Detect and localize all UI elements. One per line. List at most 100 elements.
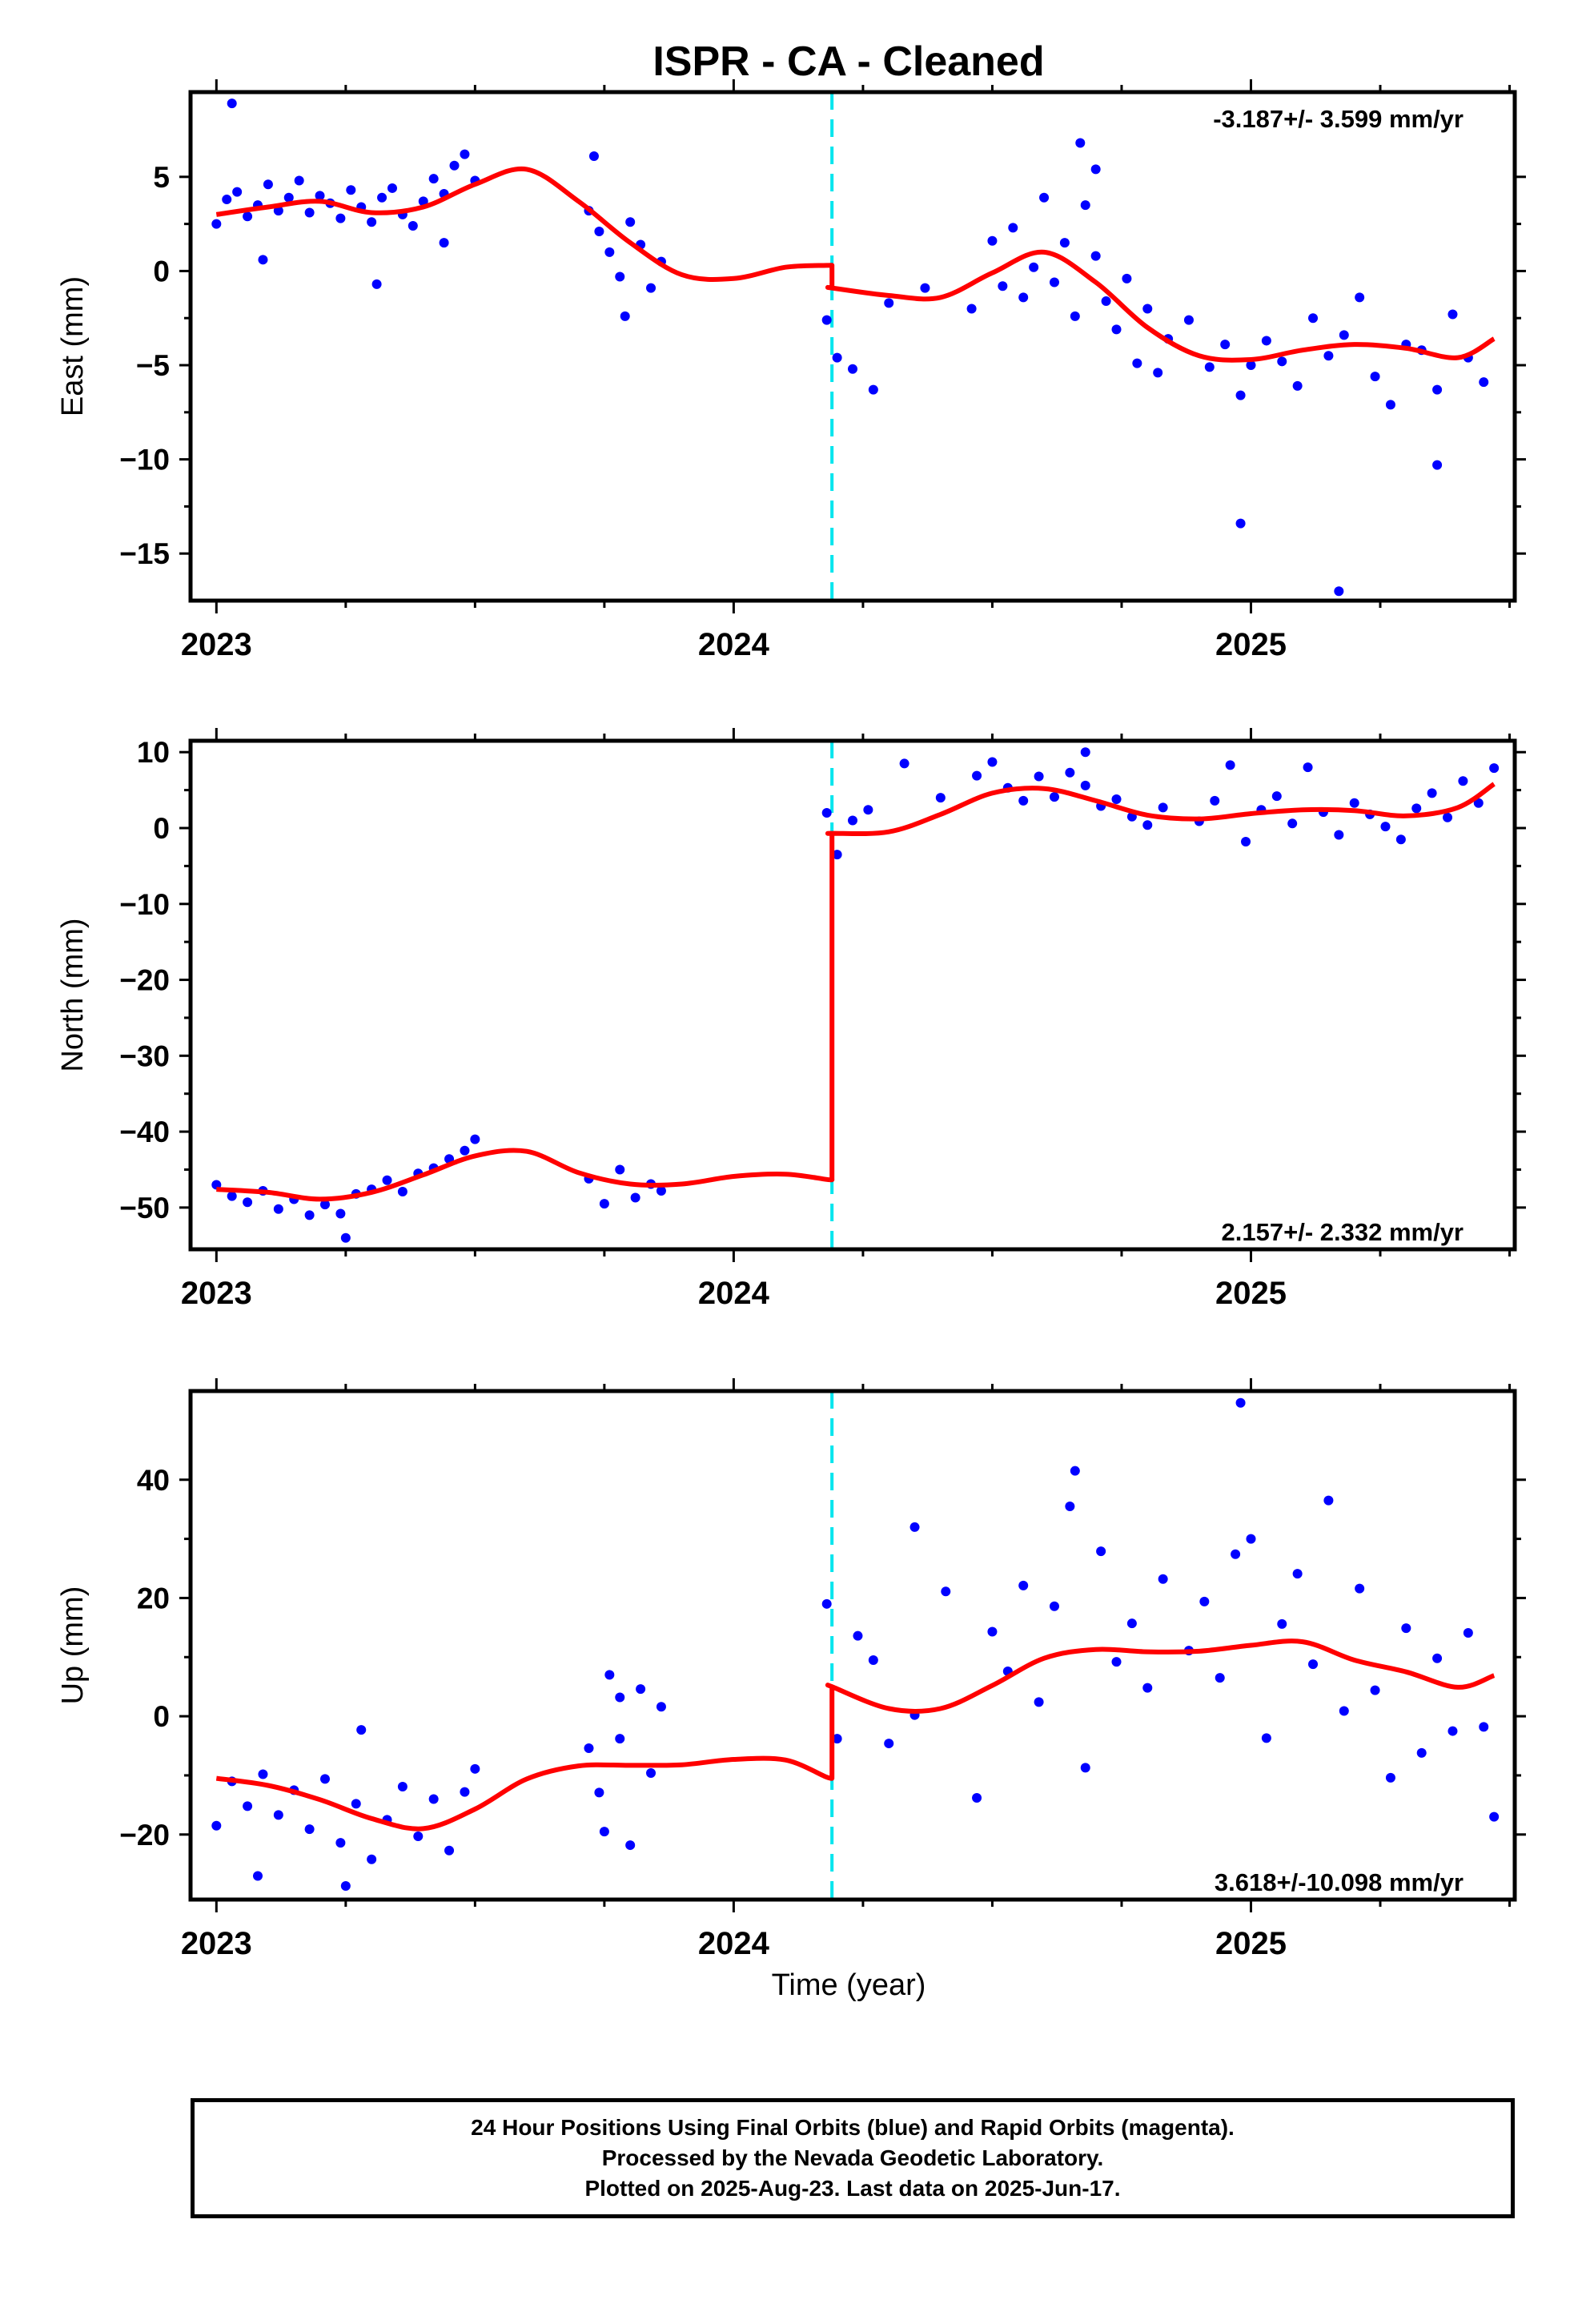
data-point bbox=[1339, 330, 1349, 340]
data-point bbox=[1049, 1601, 1059, 1611]
x-tick-label: 2024 bbox=[698, 1276, 770, 1311]
y-tick-label: −40 bbox=[119, 1116, 170, 1148]
data-point bbox=[868, 1655, 878, 1665]
data-point bbox=[304, 1210, 315, 1220]
data-point bbox=[821, 315, 832, 325]
data-point bbox=[356, 1725, 367, 1735]
data-point bbox=[884, 298, 894, 308]
data-point bbox=[222, 195, 232, 205]
data-point bbox=[863, 805, 873, 815]
data-point bbox=[1080, 780, 1090, 790]
data-point bbox=[232, 187, 243, 197]
data-point bbox=[594, 1787, 604, 1798]
data-point bbox=[599, 1827, 609, 1837]
data-point bbox=[625, 217, 636, 227]
data-point bbox=[987, 235, 998, 246]
data-point bbox=[1323, 351, 1334, 361]
data-point bbox=[909, 1522, 920, 1532]
data-point bbox=[1183, 315, 1194, 325]
data-point bbox=[899, 758, 909, 769]
data-point bbox=[1142, 1683, 1153, 1693]
data-point bbox=[1111, 324, 1122, 335]
data-point bbox=[1153, 368, 1163, 378]
data-point bbox=[1308, 313, 1319, 324]
data-point bbox=[821, 1598, 832, 1609]
data-point bbox=[1277, 1618, 1287, 1629]
y-tick-label: 10 bbox=[137, 736, 170, 769]
data-point bbox=[604, 1670, 615, 1680]
y-tick-label: 0 bbox=[153, 255, 170, 287]
data-point bbox=[1111, 794, 1122, 804]
data-point bbox=[460, 149, 470, 159]
data-point bbox=[1220, 340, 1231, 350]
data-point bbox=[594, 227, 604, 237]
data-point bbox=[1479, 1722, 1489, 1732]
data-point bbox=[304, 1824, 315, 1835]
data-point bbox=[1427, 788, 1437, 798]
y-tick-label: −10 bbox=[119, 444, 170, 476]
data-point bbox=[1287, 818, 1298, 829]
data-point bbox=[1411, 803, 1422, 814]
data-point bbox=[1349, 798, 1359, 808]
footer-line-2: Processed by the Nevada Geodetic Laborat… bbox=[601, 2145, 1104, 2170]
data-point bbox=[1303, 762, 1313, 773]
data-point bbox=[1355, 1583, 1365, 1594]
data-point bbox=[294, 175, 304, 186]
data-point bbox=[1018, 292, 1029, 303]
data-point bbox=[935, 793, 946, 803]
data-point bbox=[1271, 791, 1282, 802]
y-tick-label: −30 bbox=[119, 1039, 170, 1072]
rate-label: 3.618+/-10.098 mm/yr bbox=[1215, 1868, 1464, 1896]
data-point bbox=[599, 1199, 609, 1209]
data-point bbox=[588, 151, 599, 161]
data-point bbox=[211, 1820, 222, 1831]
data-point bbox=[966, 304, 977, 314]
data-point bbox=[1111, 1657, 1122, 1667]
data-point bbox=[1070, 311, 1080, 321]
data-point bbox=[1080, 200, 1090, 211]
footer-line-3: Plotted on 2025-Aug-23. Last data on 202… bbox=[584, 2176, 1121, 2201]
data-point bbox=[884, 1739, 894, 1749]
data-point bbox=[351, 1799, 361, 1809]
data-point bbox=[1008, 223, 1018, 233]
data-point bbox=[1334, 586, 1344, 597]
data-point bbox=[1416, 1747, 1427, 1758]
plot-frame bbox=[188, 738, 1517, 1252]
data-point bbox=[413, 1831, 424, 1841]
panels-group: 5 0 −5 −10 −15 2023 2024 2025 East (mm) -3.187+/-… bbox=[56, 79, 1526, 1961]
data-point bbox=[1090, 164, 1101, 175]
data-point bbox=[848, 364, 857, 374]
data-point bbox=[1199, 1596, 1210, 1606]
data-point bbox=[371, 279, 382, 289]
data-point bbox=[604, 247, 615, 257]
model-curve bbox=[215, 166, 1496, 363]
data-point bbox=[470, 1763, 480, 1774]
rate-label: 2.157+/- 2.332 mm/yr bbox=[1222, 1218, 1464, 1246]
data-point bbox=[304, 207, 315, 218]
data-point bbox=[615, 1692, 625, 1703]
data-point bbox=[1034, 771, 1044, 782]
data-point bbox=[1204, 362, 1215, 372]
data-point bbox=[1126, 1618, 1137, 1629]
data-point bbox=[1132, 358, 1142, 368]
x-tick-label: 2023 bbox=[181, 1926, 252, 1961]
data-point bbox=[273, 1810, 283, 1820]
data-point bbox=[439, 238, 449, 248]
data-point bbox=[408, 220, 418, 231]
data-point bbox=[1225, 760, 1235, 770]
footer-line-1: 24 Hour Positions Using Final Orbits (bl… bbox=[471, 2115, 1235, 2140]
data-point bbox=[1246, 360, 1256, 371]
data-point bbox=[1101, 296, 1111, 307]
data-point bbox=[1059, 238, 1070, 248]
plot-frame bbox=[188, 1389, 1517, 1902]
y-tick-label: 40 bbox=[137, 1464, 170, 1497]
data-point bbox=[1308, 1659, 1319, 1670]
data-point bbox=[1370, 372, 1380, 382]
data-point bbox=[335, 1838, 346, 1848]
panel-east: 5 0 −5 −10 −15 2023 2024 2025 East (mm) -3.187+/-… bbox=[56, 79, 1526, 662]
y-tick-label: 0 bbox=[153, 1700, 170, 1733]
data-point bbox=[319, 1200, 330, 1210]
data-point bbox=[1385, 400, 1395, 410]
data-point bbox=[273, 1204, 283, 1214]
data-point bbox=[1018, 1580, 1029, 1590]
